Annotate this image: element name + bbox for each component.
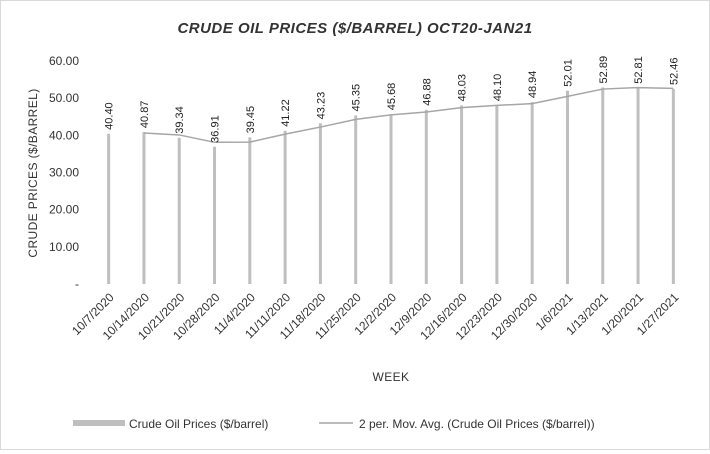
data-label: 52.01	[562, 59, 574, 87]
legend-bar-swatch	[73, 420, 125, 426]
y-tick-label: 30.00	[49, 166, 79, 180]
data-label: 52.81	[633, 56, 645, 84]
x-axis-title: WEEK	[373, 370, 410, 384]
data-label: 39.45	[245, 106, 257, 134]
data-label: 45.68	[386, 83, 398, 111]
bar	[424, 109, 428, 284]
legend-line-label: 2 per. Mov. Avg. (Crude Oil Prices ($/ba…	[359, 417, 595, 431]
chart-title: CRUDE OIL PRICES ($/BARREL) OCT20-JAN21	[177, 20, 532, 37]
data-label: 40.87	[139, 101, 151, 129]
legend-bar-label: Crude Oil Prices ($/barrel)	[129, 417, 268, 431]
y-axis-ticks: - 10.00 20.00 30.00 40.00 50.00 60.00	[49, 54, 79, 291]
bar	[107, 133, 111, 284]
data-label: 48.10	[492, 74, 504, 102]
data-label: 52.46	[668, 57, 680, 85]
data-label: 43.23	[315, 92, 327, 120]
moving-average-line	[143, 86, 674, 144]
bar	[142, 132, 146, 284]
bar	[213, 146, 217, 284]
legend: Crude Oil Prices ($/barrel) 2 per. Mov. …	[73, 417, 595, 431]
bar	[636, 87, 640, 284]
y-tick-label: -	[75, 277, 79, 291]
y-tick-label: 10.00	[49, 240, 79, 254]
x-axis-ticks: 10/7/202010/14/202010/21/202010/28/20201…	[69, 290, 682, 343]
data-label: 48.03	[457, 74, 469, 102]
bar	[389, 114, 393, 285]
y-axis-title: CRUDE PRICES ($/BARREL)	[26, 88, 40, 257]
moving-average-series	[143, 86, 674, 144]
bar-series	[107, 87, 675, 285]
bar	[495, 105, 499, 284]
data-label: 46.88	[421, 78, 433, 106]
y-tick-label: 50.00	[49, 91, 79, 105]
data-label: 36.91	[210, 115, 222, 143]
data-label: 40.40	[104, 102, 116, 130]
bar	[671, 89, 675, 284]
data-labels: 40.40 40.87 39.34 36.91 39.45 41.22 43.23 45.35…	[104, 56, 681, 143]
y-tick-label: 60.00	[49, 54, 79, 68]
data-label: 52.89	[598, 56, 610, 84]
bar	[530, 102, 534, 285]
bar	[460, 105, 464, 285]
data-label: 41.22	[280, 99, 292, 127]
bar	[565, 90, 569, 284]
bar	[318, 123, 322, 285]
bar	[354, 115, 358, 285]
y-tick-label: 40.00	[49, 128, 79, 142]
bar	[177, 137, 181, 284]
y-tick-label: 20.00	[49, 203, 79, 217]
data-label: 45.35	[351, 84, 363, 112]
data-label: 48.94	[527, 71, 539, 99]
bar	[283, 130, 287, 284]
bar	[601, 87, 605, 284]
data-label: 39.34	[174, 106, 186, 134]
bar	[248, 137, 252, 284]
